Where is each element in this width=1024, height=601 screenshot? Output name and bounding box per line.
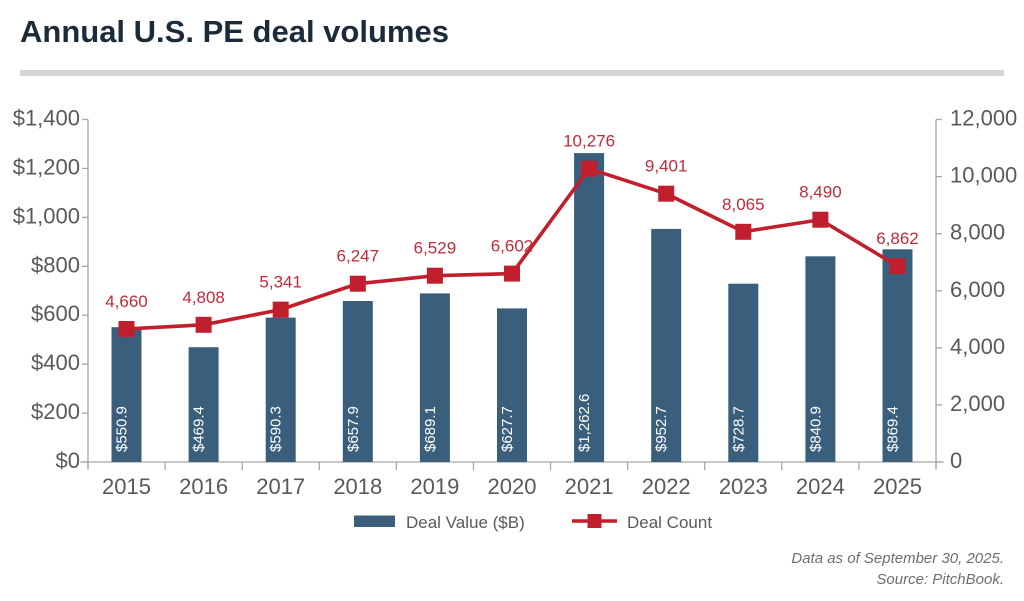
svg-text:$400: $400 [31,350,80,375]
svg-text:$550.9: $550.9 [114,406,131,452]
svg-text:$1,200: $1,200 [13,154,80,179]
svg-text:8,490: 8,490 [799,183,842,202]
svg-text:4,000: 4,000 [950,334,1005,359]
svg-text:$590.3: $590.3 [268,406,285,452]
svg-text:6,000: 6,000 [950,277,1005,302]
svg-text:$657.9: $657.9 [345,406,362,452]
svg-text:5,341: 5,341 [259,273,302,292]
svg-text:2017: 2017 [256,474,305,499]
svg-text:10,276: 10,276 [563,132,615,151]
svg-text:8,065: 8,065 [722,195,765,214]
svg-text:2015: 2015 [102,474,151,499]
svg-text:4,660: 4,660 [105,292,148,311]
svg-text:9,401: 9,401 [645,157,688,176]
svg-text:$1,262.6: $1,262.6 [576,394,593,452]
svg-text:2024: 2024 [796,474,845,499]
svg-text:$0: $0 [56,448,80,473]
svg-text:2022: 2022 [642,474,691,499]
svg-text:10,000: 10,000 [950,163,1017,188]
svg-text:$1,000: $1,000 [13,203,80,228]
svg-text:8,000: 8,000 [950,220,1005,245]
svg-text:2020: 2020 [488,474,537,499]
svg-text:$952.7: $952.7 [653,406,670,452]
svg-text:$627.7: $627.7 [499,406,516,452]
svg-text:2023: 2023 [719,474,768,499]
svg-text:4,808: 4,808 [182,288,225,307]
svg-text:$840.9: $840.9 [807,406,824,452]
svg-text:2021: 2021 [565,474,614,499]
svg-text:2018: 2018 [333,474,382,499]
svg-text:6,529: 6,529 [414,239,457,258]
svg-text:2019: 2019 [410,474,459,499]
svg-text:$728.7: $728.7 [730,406,747,452]
svg-text:6,862: 6,862 [876,229,919,248]
svg-text:12,000: 12,000 [950,106,1017,131]
svg-text:$689.1: $689.1 [422,406,439,452]
svg-text:$600: $600 [31,301,80,326]
svg-text:$1,400: $1,400 [13,106,80,131]
svg-text:Deal Count: Deal Count [627,513,712,532]
svg-text:2,000: 2,000 [950,391,1005,416]
svg-text:6,602: 6,602 [491,237,534,256]
svg-text:$869.4: $869.4 [885,406,902,452]
svg-text:Deal Value ($B): Deal Value ($B) [406,513,525,532]
svg-text:$800: $800 [31,252,80,277]
svg-text:2016: 2016 [179,474,228,499]
svg-text:6,247: 6,247 [337,247,380,266]
svg-text:$200: $200 [31,399,80,424]
svg-text:2025: 2025 [873,474,922,499]
svg-text:0: 0 [950,448,962,473]
svg-text:$469.4: $469.4 [191,406,208,452]
